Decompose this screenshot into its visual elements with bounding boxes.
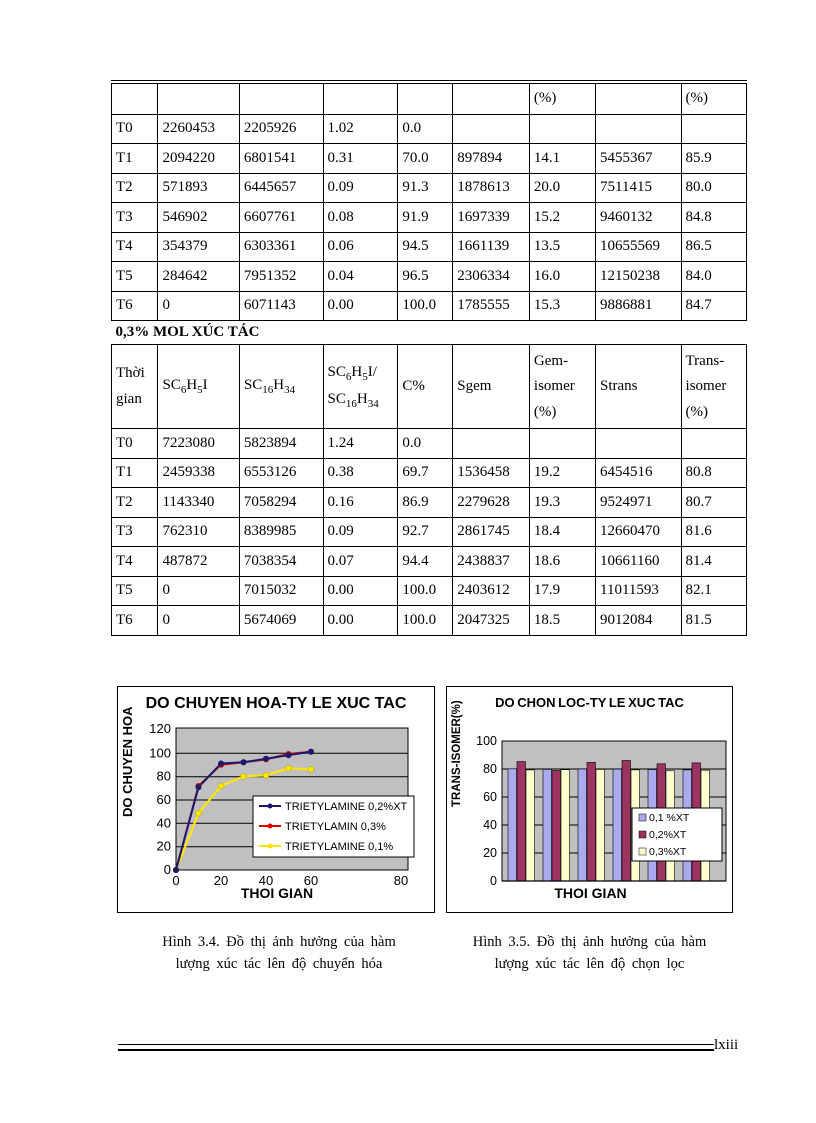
- svg-text:100: 100: [476, 734, 497, 748]
- svg-text:80: 80: [483, 762, 497, 776]
- svg-text:0,1 %XT: 0,1 %XT: [649, 812, 690, 824]
- svg-text:TRIETYLAMINE 0,2%XT: TRIETYLAMINE 0,2%XT: [285, 801, 408, 813]
- svg-text:40: 40: [483, 818, 497, 832]
- svg-text:TRIETYLAMINE 0,1%: TRIETYLAMINE 0,1%: [285, 841, 393, 853]
- svg-text:TRIETYLAMIN 0,3%: TRIETYLAMIN 0,3%: [285, 821, 386, 833]
- svg-text:20: 20: [157, 839, 171, 854]
- svg-text:40: 40: [157, 815, 171, 830]
- svg-text:0,3%XT: 0,3%XT: [649, 846, 687, 858]
- svg-text:80: 80: [157, 769, 171, 784]
- svg-text:100: 100: [149, 745, 171, 760]
- svg-text:0: 0: [164, 862, 171, 877]
- svg-text:60: 60: [483, 790, 497, 804]
- svg-text:20: 20: [483, 846, 497, 860]
- svg-text:120: 120: [149, 721, 171, 736]
- svg-text:0,2%XT: 0,2%XT: [649, 829, 687, 841]
- svg-text:60: 60: [157, 792, 171, 807]
